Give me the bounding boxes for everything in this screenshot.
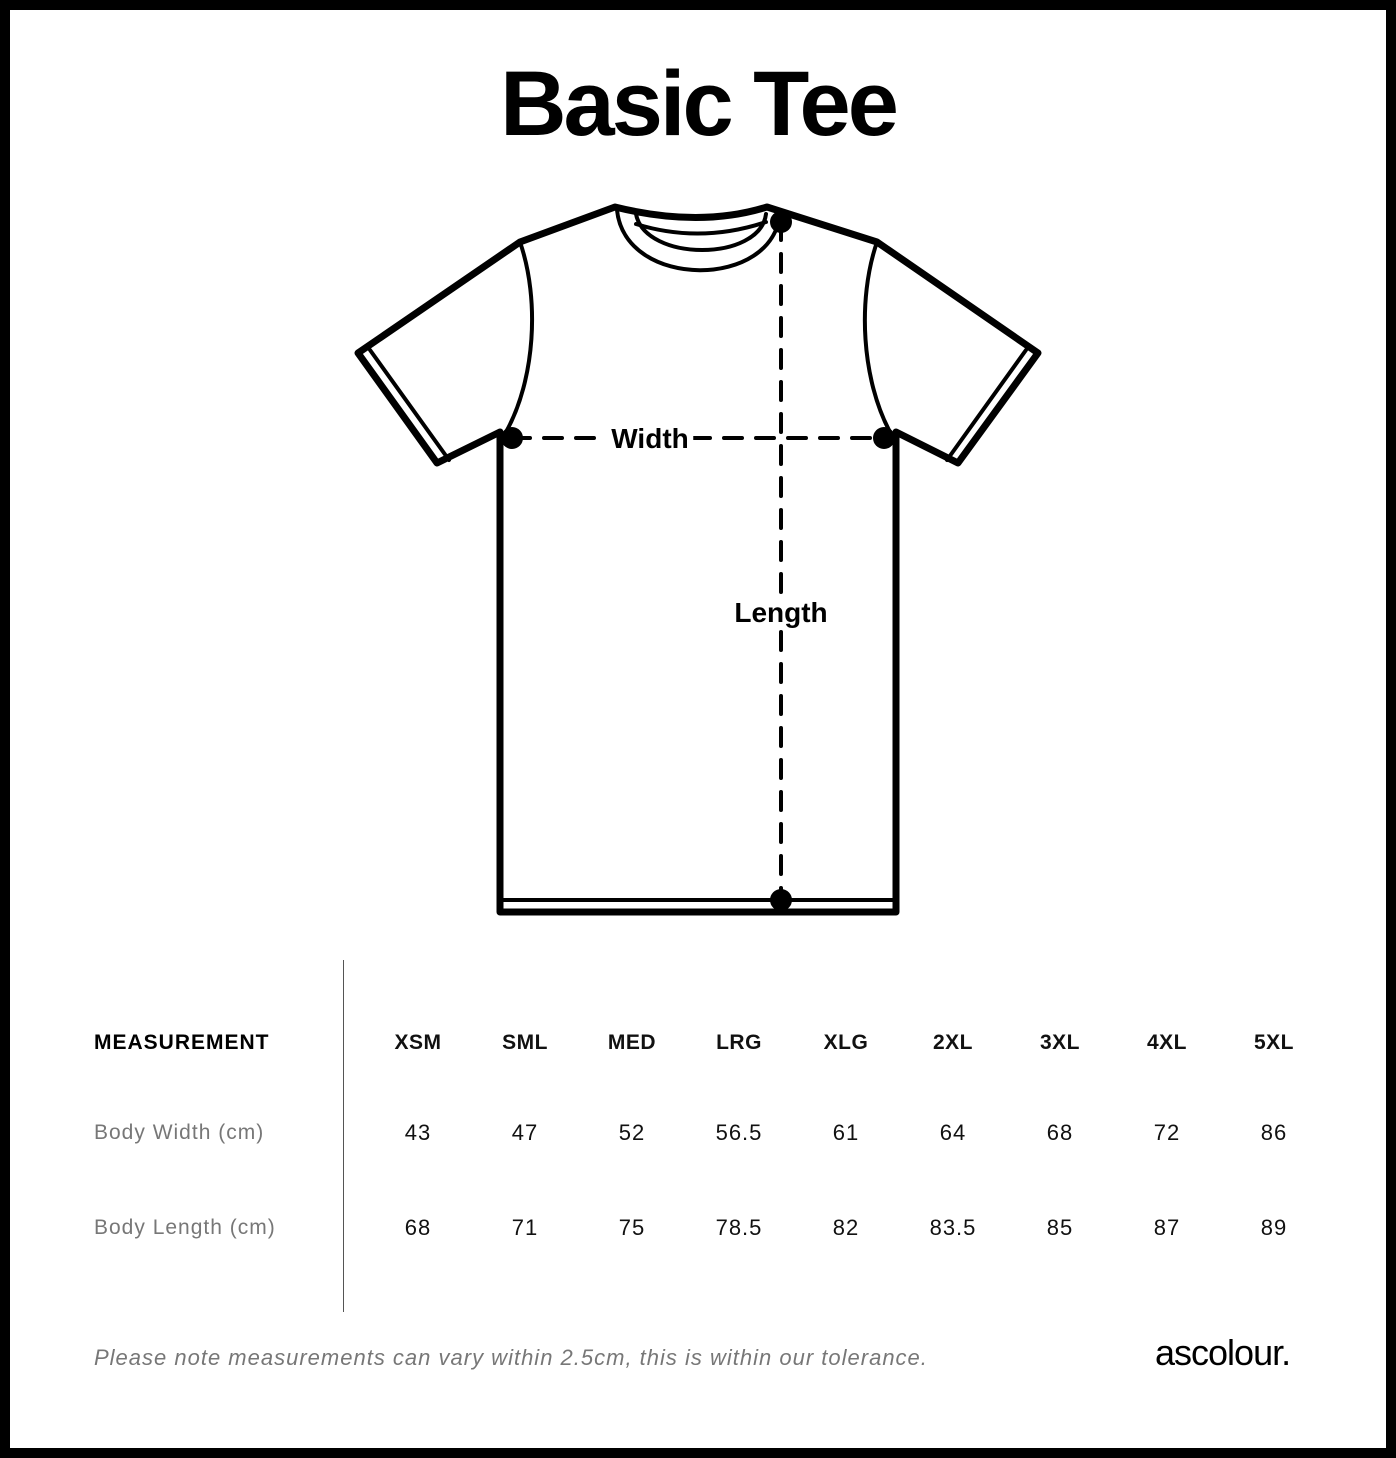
left-cuff xyxy=(368,348,451,462)
length-top-dot xyxy=(770,211,792,233)
table-cell: 78.5 xyxy=(715,1215,763,1240)
size-header: MED xyxy=(607,1031,657,1054)
collar-outer xyxy=(615,208,782,273)
table-cell: 64 xyxy=(939,1120,967,1145)
table-cell: 43 xyxy=(404,1120,432,1145)
brand-logo: ascolour. xyxy=(1155,1332,1291,1373)
width-label: Width xyxy=(607,423,693,455)
size-header: XSM xyxy=(394,1031,442,1054)
collar-inner xyxy=(634,212,768,252)
row-label: Body Width (cm) xyxy=(94,1121,265,1144)
table-cell: 86 xyxy=(1260,1120,1288,1145)
size-header: XLG xyxy=(823,1031,869,1054)
table-divider xyxy=(343,960,344,1312)
table-cell: 72 xyxy=(1153,1120,1181,1145)
tee-outline xyxy=(354,203,1042,916)
size-header: LRG xyxy=(716,1031,762,1054)
width-right-dot xyxy=(873,427,895,449)
table-cell: 82 xyxy=(832,1215,860,1240)
table-cell: 83.5 xyxy=(929,1215,977,1240)
page-title: Basic Tee xyxy=(500,53,899,155)
left-armhole xyxy=(504,240,535,434)
tee-diagram xyxy=(354,203,1042,916)
table-cell: 52 xyxy=(618,1120,646,1145)
table-cell: 71 xyxy=(511,1215,539,1240)
table-cell: 56.5 xyxy=(715,1120,763,1145)
right-armhole xyxy=(862,240,892,434)
table-cell: 61 xyxy=(832,1120,860,1145)
table-cell: 47 xyxy=(511,1120,539,1145)
table-cell: 68 xyxy=(1046,1120,1074,1145)
length-label: Length xyxy=(730,597,832,629)
size-header: 5XL xyxy=(1253,1031,1295,1054)
row-label: Body Length (cm) xyxy=(94,1216,276,1239)
width-left-dot xyxy=(501,427,523,449)
table-cell: 75 xyxy=(618,1215,646,1240)
length-bottom-dot xyxy=(770,889,792,911)
size-header: 3XL xyxy=(1039,1031,1081,1054)
tolerance-note: Please note measurements can vary within… xyxy=(94,1345,928,1370)
size-header: 4XL xyxy=(1146,1031,1188,1054)
table-cell: 85 xyxy=(1046,1215,1074,1240)
header-label: MEASUREMENT xyxy=(94,1031,270,1054)
table-cell: 68 xyxy=(404,1215,432,1240)
right-cuff xyxy=(945,348,1028,462)
collar-top xyxy=(634,220,768,236)
table-cell: 89 xyxy=(1260,1215,1288,1240)
table-cell: 87 xyxy=(1153,1215,1181,1240)
size-header: SML xyxy=(502,1031,548,1054)
size-header: 2XL xyxy=(932,1031,974,1054)
